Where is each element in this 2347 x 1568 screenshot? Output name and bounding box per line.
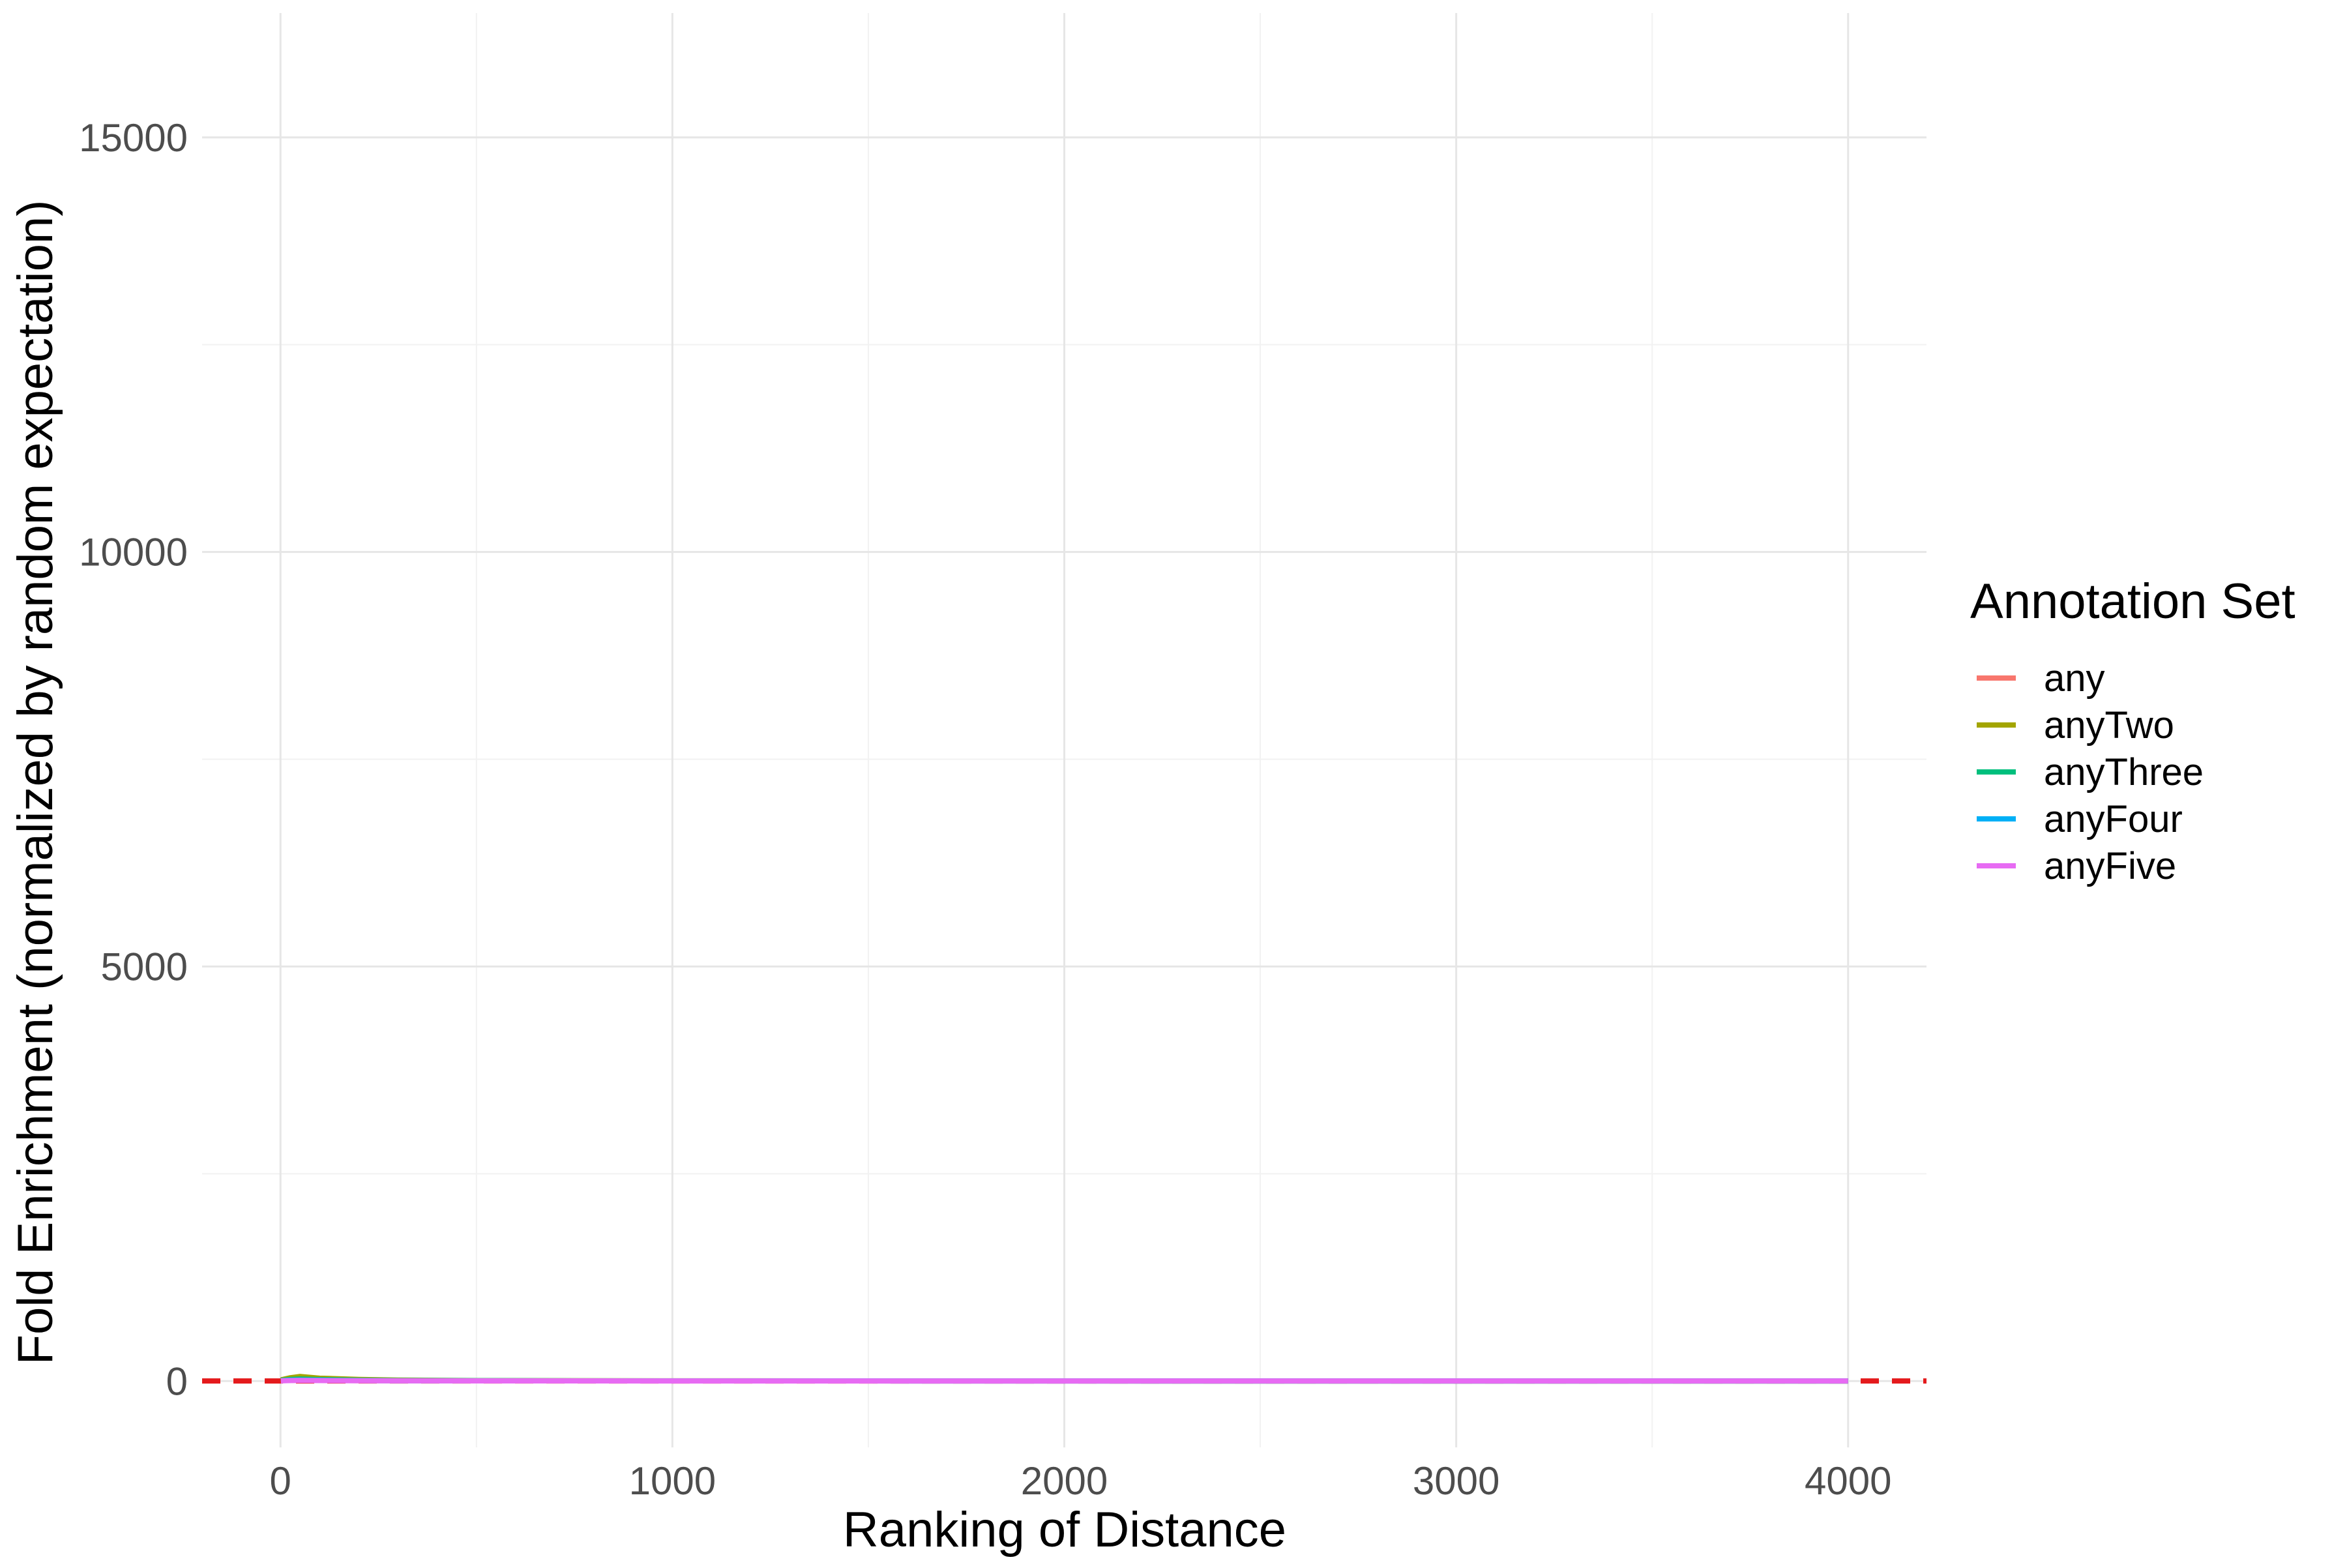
series-layer: [280, 1374, 1848, 1384]
x-tick-label: 3000: [1413, 1459, 1499, 1503]
series-line-anyFive: [280, 1378, 1848, 1384]
legend-item-anyFour: anyFour: [1977, 798, 2183, 840]
legend-label-anyTwo: anyTwo: [2044, 704, 2174, 747]
legend-label-anyThree: anyThree: [2044, 751, 2204, 793]
y-tick-label: 10000: [79, 531, 188, 574]
legend-item-anyTwo: anyTwo: [1977, 704, 2174, 747]
y-tick-labels: 0 5000 10000 15000: [79, 116, 188, 1404]
x-tick-label: 2000: [1021, 1459, 1108, 1503]
y-axis-title: Fold Enrichment (normalized by random ex…: [8, 200, 63, 1365]
y-tick-label: 15000: [79, 116, 188, 160]
x-tick-label: 0: [270, 1459, 291, 1503]
y-tick-label: 0: [166, 1359, 188, 1403]
legend-title: Annotation Set: [1970, 574, 2295, 629]
legend-item-anyFive: anyFive: [1977, 845, 2176, 887]
legend: Annotation Set anyanyTwoanyThreeanyFoura…: [1970, 574, 2295, 887]
x-tick-label: 1000: [629, 1459, 716, 1503]
x-axis-title: Ranking of Distance: [843, 1502, 1286, 1558]
legend-item-anyThree: anyThree: [1977, 751, 2204, 793]
legend-item-any: any: [1977, 657, 2105, 700]
legend-label-any: any: [2044, 657, 2105, 700]
x-tick-labels: 0 1000 2000 3000 4000: [270, 1459, 1892, 1503]
y-tick-label: 5000: [101, 945, 188, 988]
x-tick-label: 4000: [1805, 1459, 1891, 1503]
legend-label-anyFive: anyFive: [2044, 845, 2176, 887]
legend-label-anyFour: anyFour: [2044, 798, 2183, 840]
